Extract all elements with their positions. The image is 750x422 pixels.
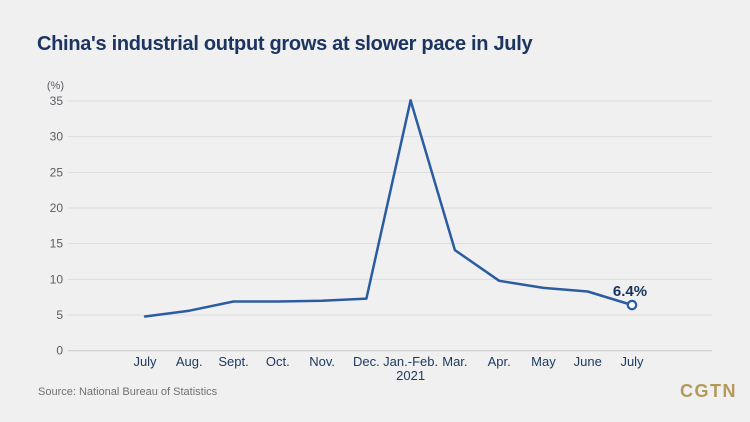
x-tick-label: Jan.-Feb.: [383, 354, 438, 369]
x-tick-label: May: [531, 354, 556, 369]
x-tick-label: Nov.: [309, 354, 335, 369]
chart-title: China's industrial output grows at slowe…: [37, 33, 533, 55]
y-tick-label: 15: [50, 237, 64, 251]
x-tick-label: July: [620, 354, 644, 369]
y-tick-label: 30: [50, 130, 64, 144]
y-tick-label: 25: [50, 165, 64, 179]
data-line: [143, 99, 634, 318]
end-point-marker: [626, 299, 638, 311]
x-tick-label: June: [574, 354, 602, 369]
cgtn-logo: CGTN: [680, 381, 737, 401]
value-annotation: 6.4%: [613, 283, 647, 300]
x-tick-label: Aug.: [176, 354, 203, 369]
y-tick-label: 35: [50, 94, 64, 108]
x-tick-label: Mar.: [442, 354, 467, 369]
x-tick-label: Apr.: [488, 354, 511, 369]
y-axis-unit-label: (%): [47, 80, 64, 92]
x-tick-label: Sept.: [218, 354, 248, 369]
y-tick-label: 10: [50, 272, 64, 286]
x-tick-label: July: [133, 354, 157, 369]
y-tick-label: 20: [50, 201, 64, 215]
x-tick-label: Oct.: [266, 354, 290, 369]
x-tick-sublabel: 2021: [396, 368, 425, 383]
y-tick-label: 0: [56, 344, 63, 358]
source-note: Source: National Bureau of Statistics: [38, 386, 218, 398]
y-tick-label: 5: [56, 308, 63, 322]
x-tick-label: Dec.: [353, 354, 380, 369]
